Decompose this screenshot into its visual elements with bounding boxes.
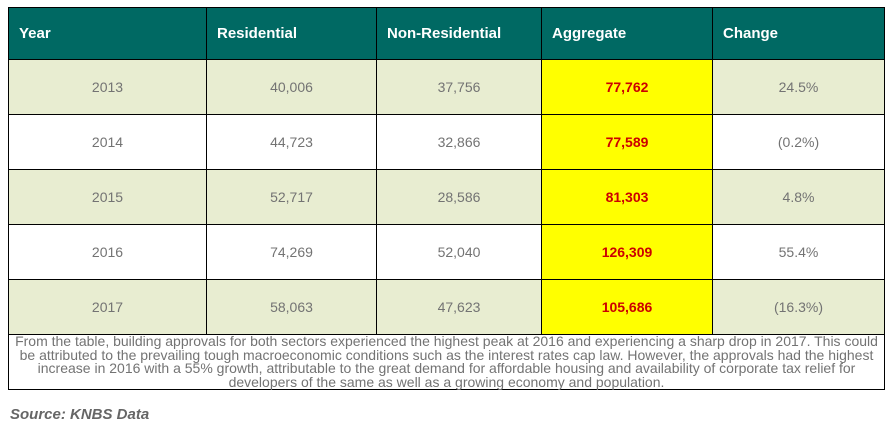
table-body: 2013 40,006 37,756 77,762 24.5% 2014 44,…	[8, 59, 885, 390]
table-row: 2014 44,723 32,866 77,589 (0.2%)	[8, 114, 885, 170]
non-residential-cell: 47,623	[376, 279, 542, 335]
residential-cell: 40,006	[206, 59, 377, 115]
non-residential-cell: 32,866	[376, 114, 542, 170]
column-header-residential: Residential	[206, 7, 377, 60]
aggregate-cell: 105,686	[541, 279, 713, 335]
table-note: From the table, building approvals for b…	[8, 334, 885, 390]
table-row: 2015 52,717 28,586 81,303 4.8%	[8, 169, 885, 225]
aggregate-cell: 77,762	[541, 59, 713, 115]
year-cell: 2014	[8, 114, 207, 170]
non-residential-cell: 52,040	[376, 224, 542, 280]
column-header-non-residential: Non-Residential	[376, 7, 542, 60]
column-header-aggregate: Aggregate	[541, 7, 713, 60]
change-cell: (16.3%)	[712, 279, 885, 335]
aggregate-cell: 77,589	[541, 114, 713, 170]
source-caption: Source: KNBS Data	[10, 406, 150, 423]
column-header-year: Year	[8, 7, 207, 60]
residential-cell: 58,063	[206, 279, 377, 335]
table-row: 2013 40,006 37,756 77,762 24.5%	[8, 59, 885, 115]
change-cell: 55.4%	[712, 224, 885, 280]
non-residential-cell: 37,756	[376, 59, 542, 115]
residential-cell: 44,723	[206, 114, 377, 170]
change-cell: 24.5%	[712, 59, 885, 115]
non-residential-cell: 28,586	[376, 169, 542, 225]
building-approvals-table: Year Residential Non-Residential Aggrega…	[8, 7, 885, 390]
aggregate-cell: 81,303	[541, 169, 713, 225]
year-cell: 2015	[8, 169, 207, 225]
table-header: Year Residential Non-Residential Aggrega…	[8, 7, 885, 60]
residential-cell: 52,717	[206, 169, 377, 225]
change-cell: (0.2%)	[712, 114, 885, 170]
header-row: Year Residential Non-Residential Aggrega…	[8, 7, 885, 60]
year-cell: 2017	[8, 279, 207, 335]
table-row: 2016 74,269 52,040 126,309 55.4%	[8, 224, 885, 280]
residential-cell: 74,269	[206, 224, 377, 280]
aggregate-cell: 126,309	[541, 224, 713, 280]
change-cell: 4.8%	[712, 169, 885, 225]
year-cell: 2016	[8, 224, 207, 280]
column-header-change: Change	[712, 7, 885, 60]
year-cell: 2013	[8, 59, 207, 115]
note-row: From the table, building approvals for b…	[8, 334, 885, 390]
table-row: 2017 58,063 47,623 105,686 (16.3%)	[8, 279, 885, 335]
